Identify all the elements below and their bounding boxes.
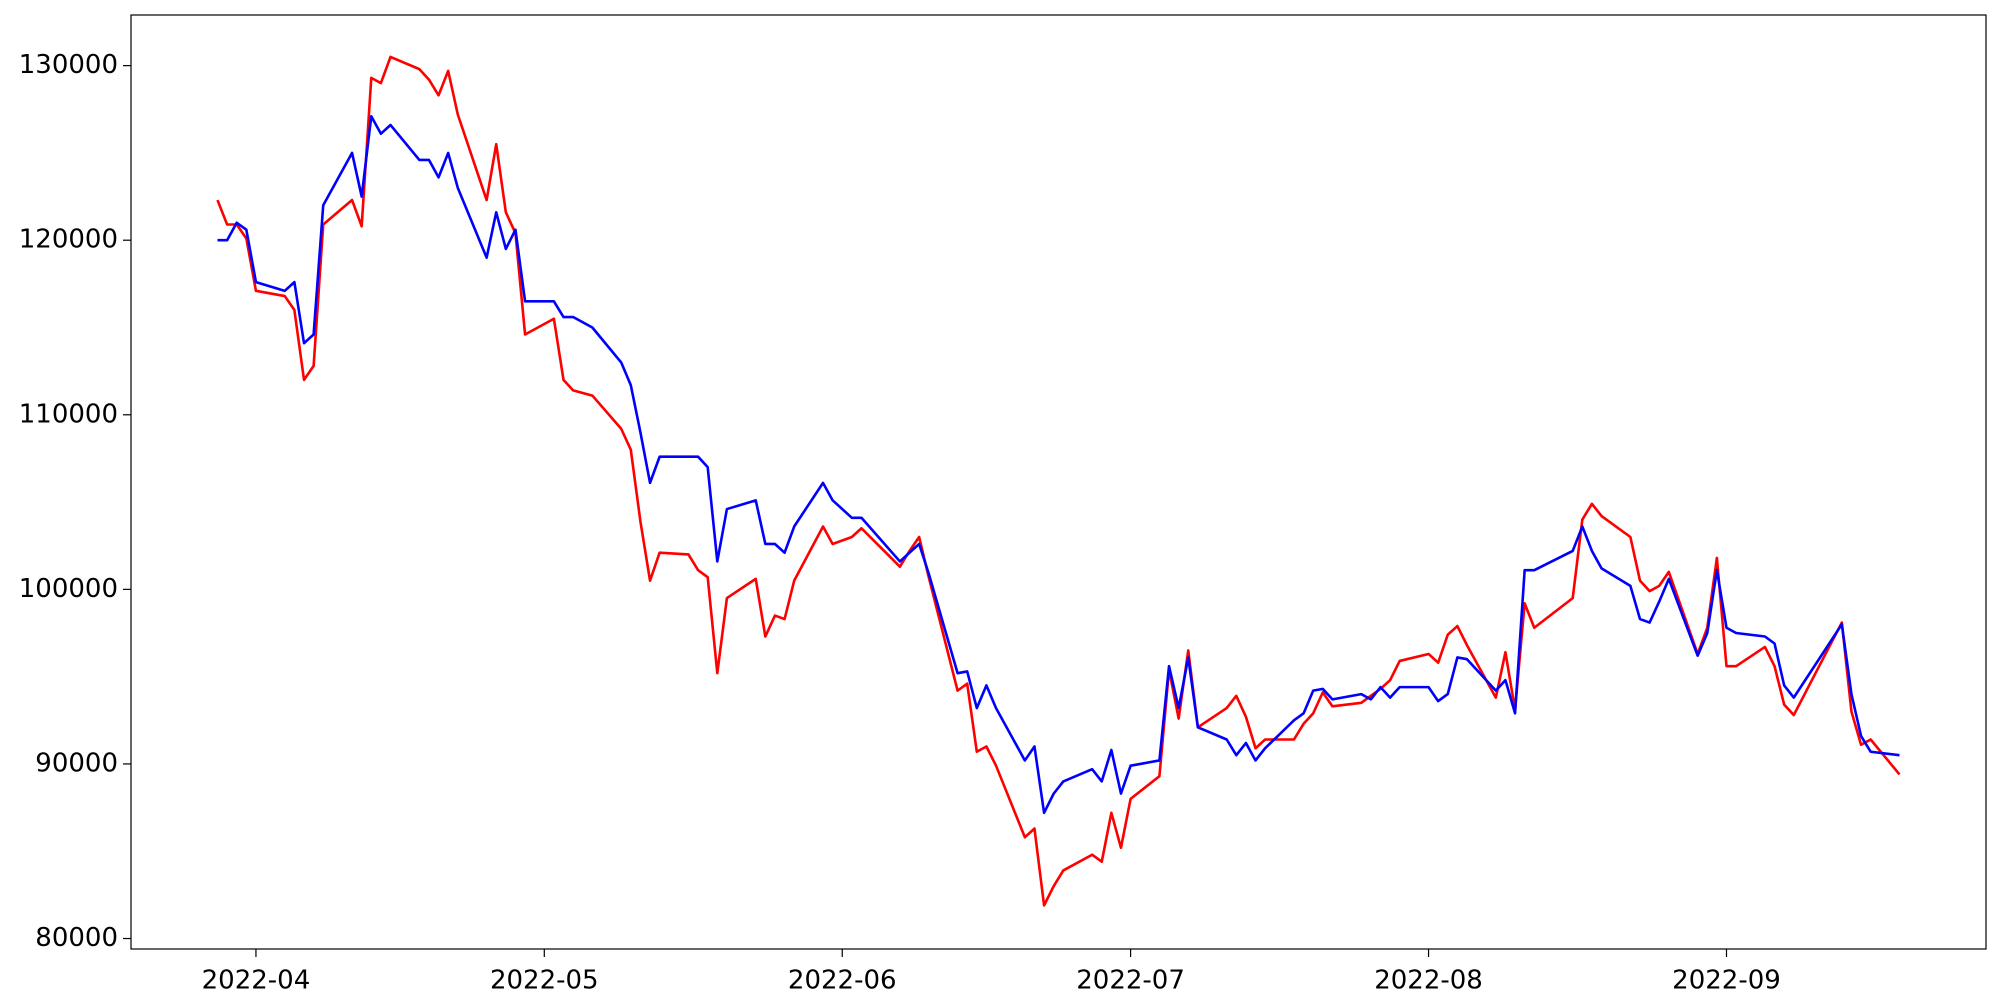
x-tick-label: 2022-08 (1374, 966, 1483, 996)
data-line (217, 114, 1900, 815)
data-line (216, 55, 1901, 907)
x-tick-label: 2022-09 (1672, 966, 1781, 996)
plot-frame (130, 14, 1987, 950)
x-tick-label: 2022-07 (1076, 966, 1185, 996)
y-tick-label: 90000 (35, 748, 118, 778)
x-tick-label: 2022-06 (788, 966, 897, 996)
x-tick-label: 2022-05 (490, 966, 599, 996)
x-tick-label: 2022-04 (202, 966, 311, 996)
y-tick-label: 110000 (19, 399, 118, 429)
y-tick-label: 120000 (19, 225, 118, 255)
y-tick-label: 100000 (19, 574, 118, 604)
y-tick-label: 130000 (19, 50, 118, 80)
y-tick-label: 80000 (35, 923, 118, 953)
